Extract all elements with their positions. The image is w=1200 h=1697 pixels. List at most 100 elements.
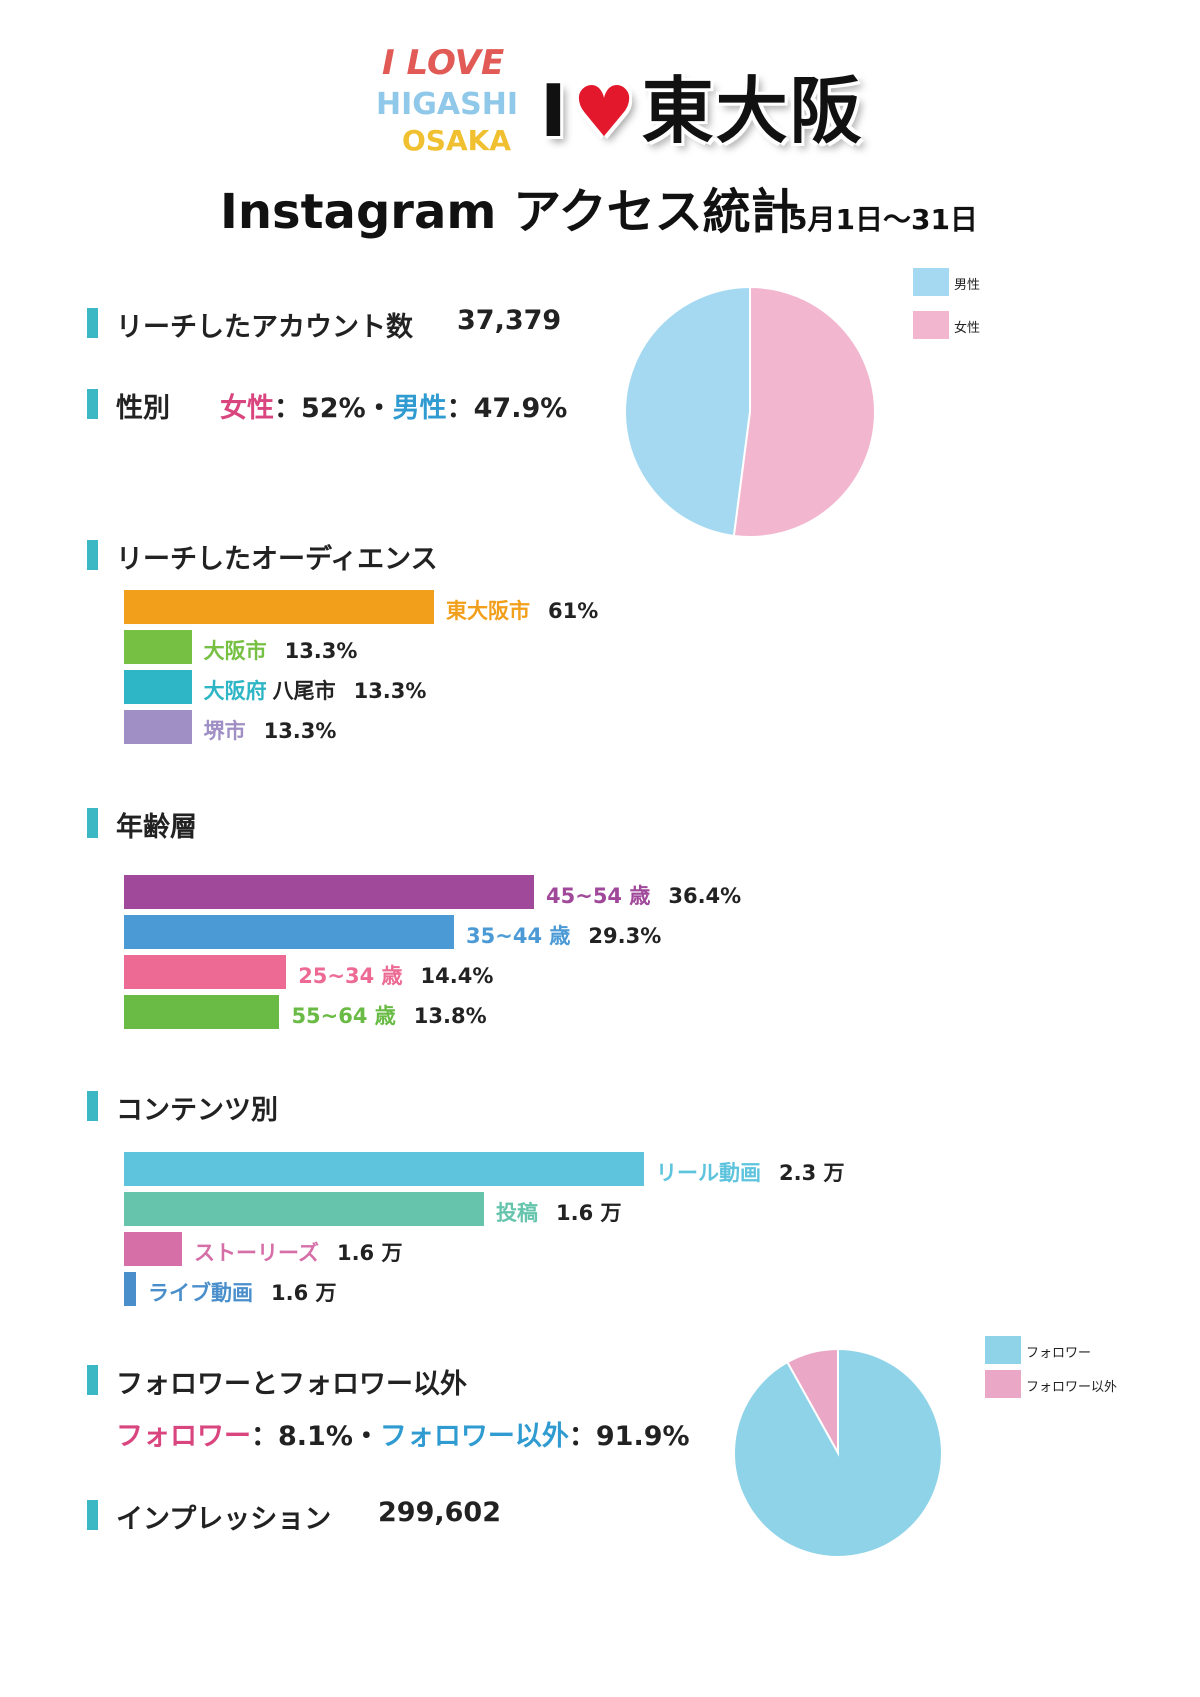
section-marker (87, 1365, 98, 1395)
age-bar-label: 45~54 歳 36.4% (546, 880, 741, 910)
pie-slice-male (624, 285, 751, 538)
section-marker (87, 808, 98, 838)
impressions-value: 299,602 (378, 1497, 501, 1528)
pie-slice-nonfollower (733, 1347, 943, 1558)
female-label: 女性 (220, 393, 274, 424)
reach-label: リーチしたアカウント数 (116, 312, 413, 343)
gender-separator: ・ (365, 393, 393, 424)
audience-bar (124, 590, 434, 624)
age-bar (124, 875, 534, 909)
legend-label-follower: フォロワー (1026, 1346, 1092, 1361)
section-marker (87, 389, 98, 419)
age-category: 25~34 歳 (298, 964, 403, 988)
legend-label-nonfollower: フォロワー以外 (1026, 1380, 1118, 1395)
content-bar-label: 投稿 1.6 万 (496, 1197, 622, 1227)
followers-pie-chart (733, 1347, 943, 1558)
content-bar-label: ライブ動画 1.6 万 (148, 1277, 337, 1307)
i-love-higashi-osaka-logo: I LOVE HIGASHI OSAKA (376, 43, 518, 157)
age-bar-label: 55~64 歳 13.8% (291, 1000, 486, 1030)
legend-swatch-follower (985, 1336, 1021, 1364)
reach-value: 37,379 (457, 305, 562, 336)
content-value: 1.6 万 (271, 1281, 337, 1305)
age-bar-label: 25~34 歳 14.4% (298, 960, 493, 990)
age-bar (124, 955, 287, 989)
audience-bar-label: 東大阪市 61% (446, 595, 598, 625)
content-bar (124, 1272, 136, 1306)
pie-slice-female (732, 285, 876, 538)
age-category: 35~44 歳 (466, 924, 571, 948)
section-marker (87, 1091, 98, 1121)
audience-bar-label: 堺市 13.3% (204, 715, 337, 745)
follower-label: フォロワー (116, 1421, 251, 1452)
age-label: 年齢層 (116, 812, 197, 843)
content-bar (124, 1152, 644, 1186)
female-value: ：52% (274, 393, 366, 424)
followers-label: フォロワーとフォロワー以外 (116, 1369, 467, 1400)
content-label: コンテンツ別 (116, 1095, 278, 1126)
gender-label: 性別 (116, 393, 170, 424)
follower-value: ：8.1% (251, 1421, 353, 1452)
content-category: ストーリーズ (194, 1241, 319, 1265)
legend-swatch-nonfollower (985, 1370, 1021, 1398)
content-category: 投稿 (496, 1201, 538, 1225)
page-title: Instagram アクセス統計 (220, 184, 799, 240)
age-value: 36.4% (668, 884, 742, 908)
audience-bar (124, 630, 192, 664)
content-value: 1.6 万 (556, 1201, 622, 1225)
age-value: 29.3% (588, 924, 662, 948)
banner-title: I♥東大阪 (540, 52, 864, 157)
audience-bar (124, 710, 192, 744)
audience-bar (124, 670, 192, 704)
impressions-label: インプレッション (116, 1504, 332, 1535)
logo-line3: OSAKA (402, 124, 511, 157)
content-bar (124, 1192, 484, 1226)
audience-category: 東大阪市 (446, 599, 530, 623)
legend-label-female: 女性 (954, 321, 981, 336)
male-value: ：47.9% (446, 393, 568, 424)
age-value: 13.8% (413, 1004, 487, 1028)
gender-pie-chart (624, 285, 876, 538)
period-label: 5月1日〜31日 (788, 203, 978, 236)
heart-icon: ♥ (572, 71, 638, 153)
content-bar (124, 1232, 182, 1266)
content-category: ライブ動画 (148, 1281, 253, 1305)
audience-bar-label: 大阪府 八尾市 13.3% (204, 675, 427, 705)
legend-swatch-female (913, 311, 949, 339)
nonfollower-value: ：91.9% (568, 1421, 690, 1452)
banner-city: 東大阪 (641, 69, 864, 153)
audience-value: 13.3% (353, 679, 427, 703)
section-marker (87, 1500, 98, 1530)
age-bar (124, 995, 280, 1029)
followers-separator: ・ (352, 1421, 380, 1452)
followers-breakdown: フォロワー：8.1%・フォロワー以外：91.9% (116, 1414, 690, 1453)
audience-category-extra: 八尾市 (272, 679, 336, 703)
audience-value: 61% (548, 599, 599, 623)
age-category: 45~54 歳 (546, 884, 651, 908)
nonfollower-label: フォロワー以外 (379, 1421, 569, 1452)
logo-line2: HIGASHI (376, 87, 518, 122)
legend-swatch-male (913, 268, 949, 296)
age-category: 55~64 歳 (291, 1004, 396, 1028)
content-value: 1.6 万 (336, 1241, 403, 1265)
audience-category: 大阪市 (203, 639, 267, 663)
content-bar-label: ストーリーズ 1.6 万 (194, 1237, 402, 1267)
audience-value: 13.3% (263, 719, 337, 743)
age-value: 14.4% (420, 964, 494, 988)
content-bar-label: リール動画 2.3 万 (656, 1157, 845, 1187)
audience-label: リーチしたオーディエンス (116, 544, 438, 575)
content-value: 2.3 万 (779, 1161, 845, 1185)
section-marker (87, 308, 98, 338)
age-bar-label: 35~44 歳 29.3% (466, 920, 661, 950)
male-label: 男性 (392, 393, 447, 424)
audience-bar-label: 大阪市 13.3% (204, 635, 358, 665)
audience-category: 堺市 (203, 719, 246, 743)
logo-line1: I LOVE (382, 43, 504, 83)
legend-label-male: 男性 (954, 278, 981, 293)
audience-category: 大阪府 (203, 679, 267, 703)
audience-value: 13.3% (284, 639, 358, 663)
banner-prefix: I (540, 69, 569, 153)
section-marker (87, 540, 98, 570)
age-bar (124, 915, 455, 949)
gender-breakdown: 女性：52%・男性：47.9% (220, 386, 567, 425)
content-category: リール動画 (656, 1161, 761, 1185)
